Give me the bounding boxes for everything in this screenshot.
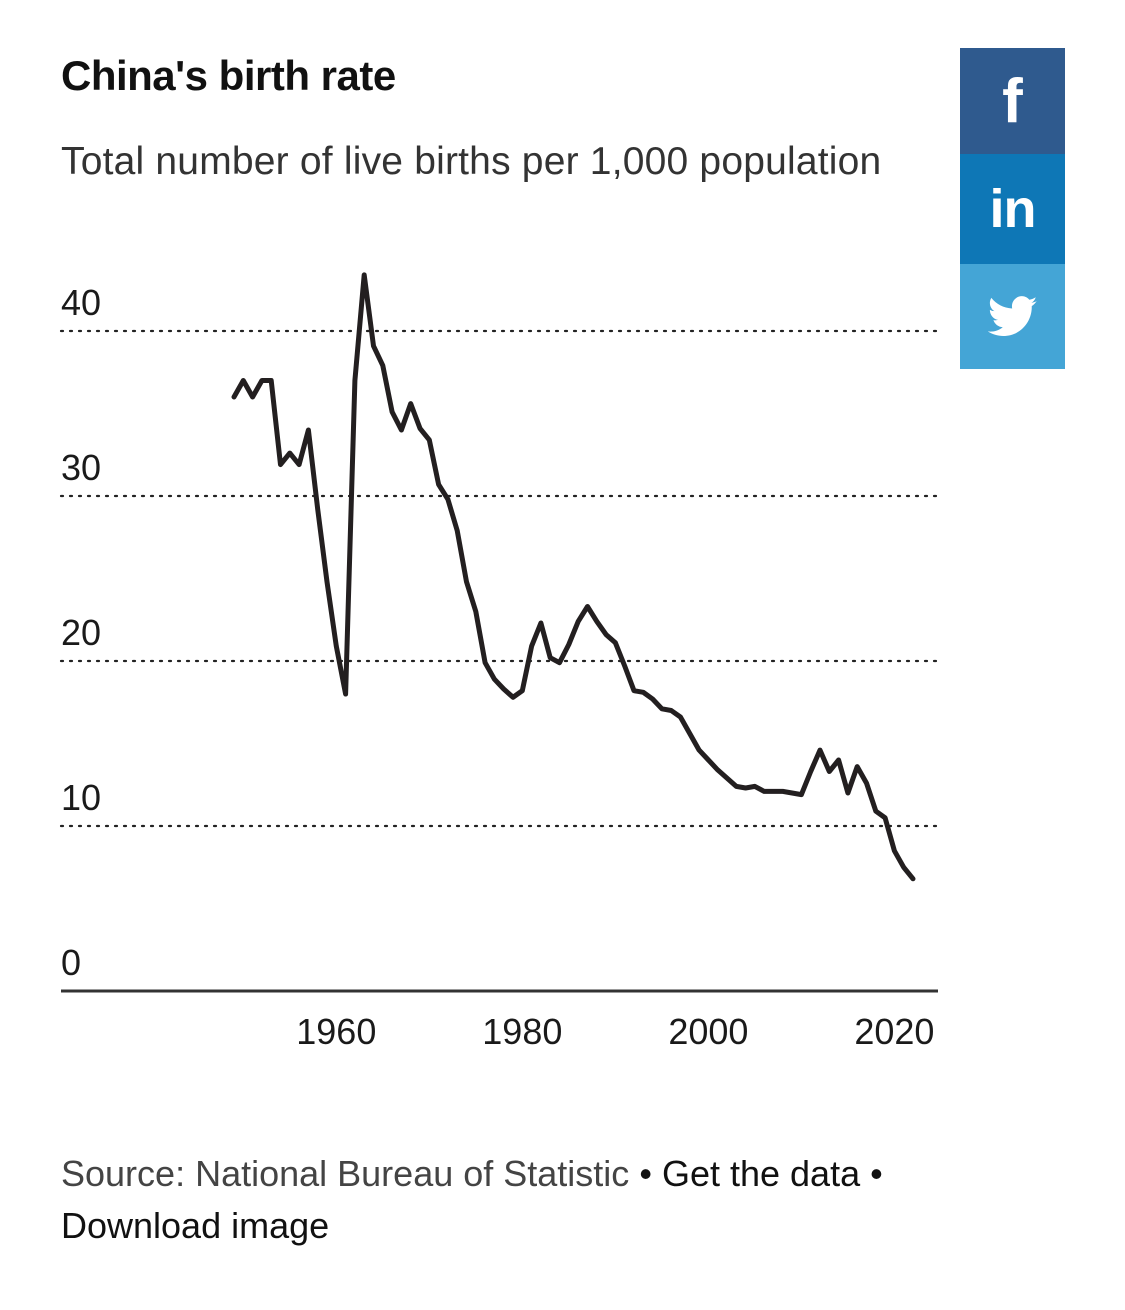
y-tick-label: 0 [61,942,81,983]
series-line-0 [231,272,916,882]
y-tick-label: 20 [61,612,101,653]
get-data-link[interactable]: Get the data [661,1153,861,1194]
twitter-share-button[interactable] [960,264,1065,369]
x-tick-labels: 1960 1980 2000 2020 [296,1011,934,1052]
x-tick-label: 2000 [668,1011,748,1052]
x-tick-label: 1980 [482,1011,562,1052]
footer-separator: • [639,1153,652,1194]
series-layer [231,272,916,882]
facebook-share-button[interactable]: f [960,48,1065,154]
download-image-link[interactable]: Download image [61,1205,330,1246]
chart-title: China's birth rate [61,52,396,99]
twitter-icon [987,295,1037,336]
chart-footer: Source: National Bureau of Statistic • G… [61,1148,961,1252]
y-tick-label: 30 [61,447,101,488]
source-text: Source: National Bureau of Statistic [61,1153,630,1194]
footer-separator: • [870,1153,883,1194]
y-tick-label: 10 [61,777,101,818]
gridlines [59,329,940,828]
x-tick-label: 1960 [296,1011,376,1052]
x-tick-label: 2020 [854,1011,934,1052]
chart-subtitle: Total number of live births per 1,000 po… [61,140,882,183]
linkedin-icon: in [989,179,1037,239]
y-tick-label: 40 [61,282,101,323]
y-tick-labels: 0 10 20 30 40 [61,282,101,983]
facebook-icon: f [1002,66,1023,136]
linkedin-share-button[interactable]: in [960,154,1065,264]
